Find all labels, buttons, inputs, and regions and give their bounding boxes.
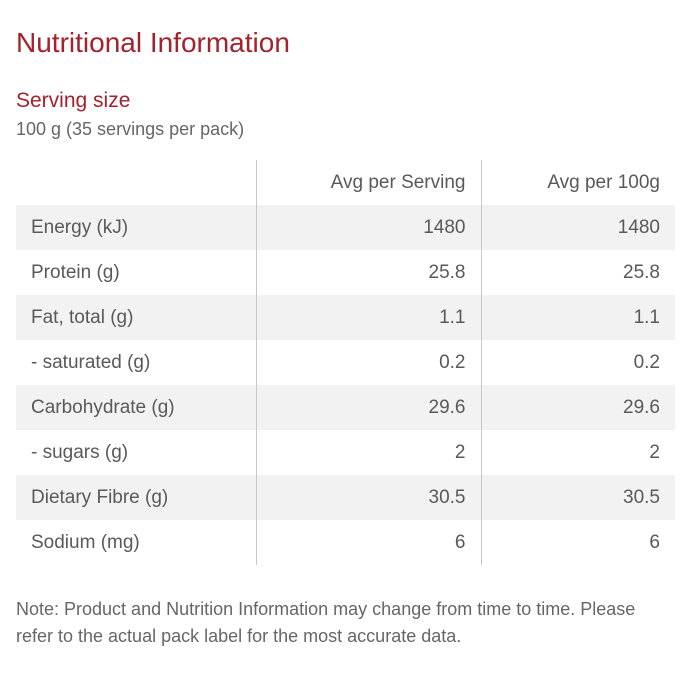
header-nutrient [16, 160, 257, 205]
header-avg-per-100g: Avg per 100g [547, 171, 660, 193]
nutrient-name: Carbohydrate (g) [16, 385, 257, 430]
serving-size-heading: Serving size [16, 89, 131, 112]
nutrient-name: - saturated (g) [16, 340, 257, 385]
table-row: Sodium (mg) 6 6 [16, 520, 675, 565]
nutrient-name: Sodium (mg) [16, 520, 257, 565]
page-title: Nutritional Information [16, 27, 290, 58]
disclaimer-note: Note: Product and Nutrition Information … [16, 599, 636, 646]
value-per-100g: 25.8 [481, 250, 675, 295]
nutrient-name: Dietary Fibre (g) [16, 475, 257, 520]
value-per-serving: 1.1 [256, 295, 482, 340]
nutrient-name: - sugars (g) [16, 430, 257, 475]
value-per-100g: 6 [481, 520, 675, 565]
table-row: Energy (kJ) 1480 1480 [16, 205, 675, 250]
nutrient-name: Protein (g) [16, 250, 257, 295]
value-per-100g: 1480 [481, 205, 675, 250]
value-per-100g: 2 [481, 430, 675, 475]
table-header-row: Avg per Serving Avg per 100g [16, 160, 675, 205]
value-per-serving: 1480 [256, 205, 482, 250]
value-per-100g: 1.1 [481, 295, 675, 340]
table-row: Dietary Fibre (g) 30.5 30.5 [16, 475, 675, 520]
value-per-serving: 30.5 [256, 475, 482, 520]
value-per-100g: 30.5 [481, 475, 675, 520]
header-avg-per-serving: Avg per Serving [256, 160, 482, 205]
table-row: Protein (g) 25.8 25.8 [16, 250, 675, 295]
value-per-serving: 25.8 [256, 250, 482, 295]
value-per-serving: 6 [256, 520, 482, 565]
nutrient-name: Fat, total (g) [16, 295, 257, 340]
value-per-100g: 0.2 [481, 340, 675, 385]
nutrition-table: Avg per Serving Avg per 100g Energy (kJ)… [16, 160, 675, 565]
table-row: - sugars (g) 2 2 [16, 430, 675, 475]
value-per-100g: 29.6 [481, 385, 675, 430]
table-row: Fat, total (g) 1.1 1.1 [16, 295, 675, 340]
value-per-serving: 0.2 [256, 340, 482, 385]
serving-size-value: 100 g (35 servings per pack) [16, 119, 245, 139]
value-per-serving: 2 [256, 430, 482, 475]
table-row: - saturated (g) 0.2 0.2 [16, 340, 675, 385]
value-per-serving: 29.6 [256, 385, 482, 430]
nutrient-name: Energy (kJ) [16, 205, 257, 250]
table-row: Carbohydrate (g) 29.6 29.6 [16, 385, 675, 430]
